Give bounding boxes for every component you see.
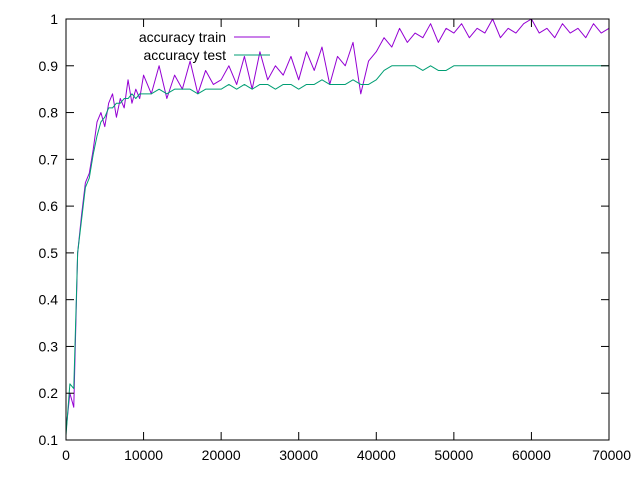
plot-frame <box>65 18 610 441</box>
x-tick-label: 40000 <box>357 447 396 463</box>
x-tick-label: 70000 <box>592 447 631 463</box>
y-tick-label: 0.6 <box>39 198 59 214</box>
y-tick-label: 0.5 <box>39 245 59 261</box>
ticks-layer: 0.1 0.2 0.3 0.4 0.5 0.6 0.7 0.8 0.9 1 0 10000 20000 3… <box>39 11 632 463</box>
series-line-accuracy-train <box>65 18 610 431</box>
y-tick-label: 1 <box>50 11 58 27</box>
legend: accuracy train accuracy test <box>139 29 270 63</box>
legend-label: accuracy train <box>139 29 226 45</box>
y-tick-label: 0.8 <box>39 105 59 121</box>
y-tick-label: 0.4 <box>39 292 59 308</box>
y-tick-label: 0.9 <box>39 58 59 74</box>
x-tick-label: 60000 <box>512 447 551 463</box>
y-tick-label: 0.3 <box>39 338 59 354</box>
x-tick-label: 50000 <box>434 447 473 463</box>
y-tick-label: 0.7 <box>39 151 59 167</box>
x-tick-label: 30000 <box>279 447 318 463</box>
series-layer <box>65 18 610 436</box>
x-tick-label: 10000 <box>124 447 163 463</box>
y-tick-label: 0.1 <box>39 432 59 448</box>
x-tick-label: 20000 <box>202 447 241 463</box>
legend-label: accuracy test <box>144 47 227 63</box>
y-tick-label: 0.2 <box>39 385 59 401</box>
series-line-accuracy-test <box>65 65 609 436</box>
x-tick-label: 0 <box>62 447 70 463</box>
